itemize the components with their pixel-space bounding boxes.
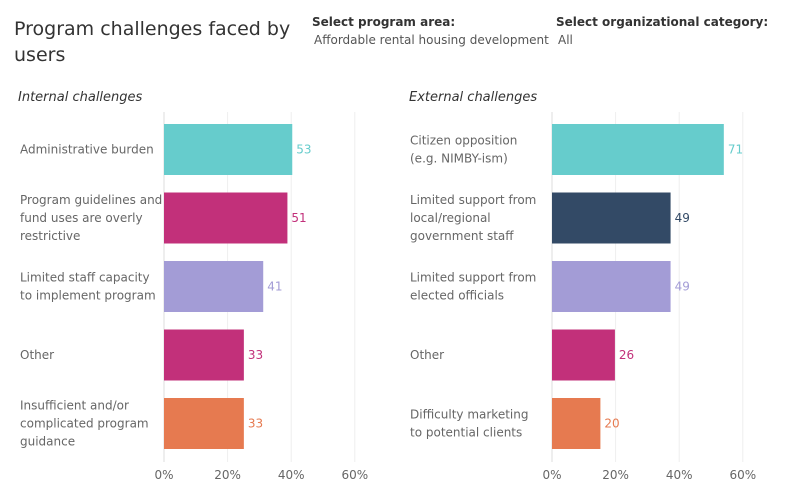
external-bar[interactable] bbox=[552, 329, 615, 381]
external-category-label: Difficulty marketing to potential clients bbox=[410, 408, 528, 440]
internal-bar[interactable] bbox=[164, 192, 288, 244]
external-value-label: 71 bbox=[728, 143, 743, 157]
external-x-tick-label: 60% bbox=[729, 468, 756, 482]
external-value-label: 20 bbox=[604, 417, 619, 431]
internal-category-label: Program guidelines and fund uses are over… bbox=[20, 193, 162, 243]
external-challenges-title: External challenges bbox=[409, 90, 538, 105]
program-area-filter[interactable]: Select program area: Affordable rental h… bbox=[312, 15, 549, 47]
external-value-label: 49 bbox=[675, 280, 690, 294]
program-area-filter-label: Select program area: bbox=[312, 15, 456, 29]
internal-value-label: 51 bbox=[291, 211, 306, 225]
external-bar[interactable] bbox=[552, 261, 671, 312]
page-title: Program challenges faced by users bbox=[14, 18, 291, 66]
external-category-label: Limited support from elected officials bbox=[410, 271, 536, 303]
org-category-filter[interactable]: Select organizational category: All bbox=[556, 15, 768, 47]
external-category-label: Citizen opposition (e.g. NIMBY-ism) bbox=[410, 134, 517, 166]
internal-x-tick-label: 20% bbox=[214, 468, 241, 482]
external-category-label: Other bbox=[410, 348, 444, 362]
internal-value-label: 53 bbox=[296, 143, 311, 157]
internal-category-label: Limited staff capacity to implement progr… bbox=[20, 271, 156, 303]
internal-value-label: 41 bbox=[267, 280, 282, 294]
internal-bar[interactable] bbox=[164, 329, 244, 381]
internal-challenges-title: Internal challenges bbox=[18, 90, 143, 105]
internal-x-tick-label: 60% bbox=[341, 468, 368, 482]
internal-bar[interactable] bbox=[164, 124, 293, 175]
internal-value-label: 33 bbox=[248, 348, 263, 362]
internal-category-label: Other bbox=[20, 348, 54, 362]
external-x-tick-label: 20% bbox=[602, 468, 629, 482]
internal-category-label: Insufficient and/or complicated program gu… bbox=[20, 399, 149, 449]
external-bar[interactable] bbox=[552, 124, 724, 175]
internal-bar[interactable] bbox=[164, 261, 264, 312]
external-bar[interactable] bbox=[552, 398, 601, 449]
internal-category-label: Administrative burden bbox=[20, 143, 154, 157]
internal-x-tick-label: 0% bbox=[154, 468, 173, 482]
internal-value-label: 33 bbox=[248, 417, 263, 431]
org-category-filter-label: Select organizational category: bbox=[556, 15, 769, 29]
external-bar[interactable] bbox=[552, 192, 671, 244]
internal-x-tick-label: 40% bbox=[278, 468, 305, 482]
org-category-filter-value[interactable]: All bbox=[558, 33, 573, 47]
external-x-tick-label: 40% bbox=[666, 468, 693, 482]
external-x-tick-label: 0% bbox=[542, 468, 561, 482]
external-category-label: Limited support from local/regional govern… bbox=[410, 193, 536, 243]
internal-bar[interactable] bbox=[164, 398, 244, 449]
program-area-filter-value[interactable]: Affordable rental housing development bbox=[314, 33, 549, 47]
external-value-label: 49 bbox=[675, 211, 690, 225]
external-value-label: 26 bbox=[619, 348, 634, 362]
